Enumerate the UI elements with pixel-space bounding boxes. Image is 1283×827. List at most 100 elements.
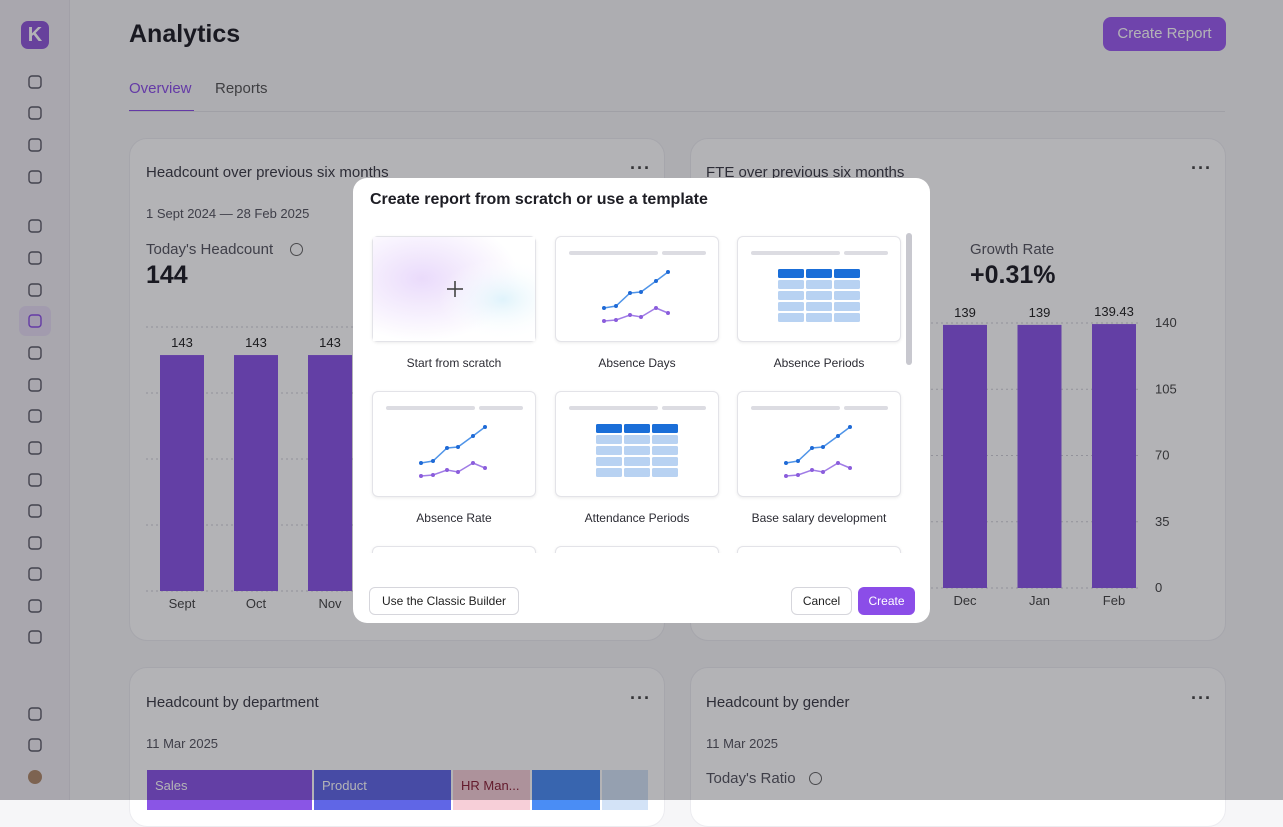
sidebar: K <box>0 0 70 800</box>
bar <box>1017 324 1062 588</box>
card-date: 11 Mar 2025 <box>146 736 219 751</box>
nav-icon[interactable] <box>28 75 42 89</box>
nav-icon[interactable] <box>28 707 42 721</box>
nav-icon[interactable] <box>28 346 42 360</box>
modal-title: Create report from scratch or use a temp… <box>370 191 708 208</box>
card-title: FTE over previous six months <box>706 164 905 181</box>
menu-dots[interactable]: ··· <box>1191 688 1212 708</box>
template-card[interactable] <box>372 236 536 342</box>
x-tick-label: Jan <box>1029 593 1050 608</box>
bar-value-label: 143 <box>171 335 193 350</box>
bar <box>308 355 352 591</box>
x-tick-label: Dec <box>953 593 977 608</box>
nav-icon[interactable] <box>28 314 42 328</box>
nav-icon[interactable] <box>28 251 42 265</box>
nav-icon[interactable] <box>28 567 42 581</box>
nav-icon[interactable] <box>28 138 42 152</box>
template-label: Absence Days <box>598 356 676 370</box>
x-tick-label: Nov <box>318 596 342 611</box>
y-tick-label: 35 <box>1155 514 1169 529</box>
template-card[interactable] <box>555 391 719 497</box>
template-label: Start from scratch <box>406 356 502 370</box>
info-icon[interactable] <box>290 243 303 256</box>
bar <box>234 355 278 591</box>
metric-label: Today's Headcount <box>146 241 274 258</box>
modal: Create report from scratch or use a temp… <box>353 178 930 623</box>
card-title: Headcount by department <box>146 694 319 711</box>
metric-value: 144 <box>146 261 188 289</box>
nav-icon[interactable] <box>28 283 42 297</box>
classic-builder-button[interactable]: Use the Classic Builder <box>369 587 519 615</box>
menu-dots[interactable]: ··· <box>1191 158 1212 178</box>
template-label: Attendance Periods <box>584 511 690 525</box>
template-label: Base salary development <box>751 511 887 525</box>
template-thumbnail <box>386 406 523 478</box>
metric-label: Today's Ratio <box>706 770 796 787</box>
menu-dots[interactable]: ··· <box>630 688 651 708</box>
tab[interactable]: Overview <box>129 80 192 97</box>
nav-icon[interactable] <box>28 219 42 233</box>
template-card[interactable] <box>372 391 536 497</box>
y-tick-label: 140 <box>1155 315 1177 330</box>
nav-icon[interactable] <box>28 170 42 184</box>
template-card[interactable] <box>737 546 901 553</box>
bar <box>943 324 987 588</box>
nav-icon[interactable] <box>28 378 42 392</box>
x-tick-label: Sept <box>169 596 196 611</box>
metric-value: +0.31% <box>970 261 1056 289</box>
template-label: Absence Periods <box>773 356 865 370</box>
active-nav-bg <box>19 306 51 336</box>
bar <box>160 355 204 591</box>
create-report-button[interactable]: Create Report <box>1103 17 1226 51</box>
template-card[interactable] <box>555 546 719 553</box>
nav-icon[interactable] <box>28 738 42 752</box>
bar-value-label: 139 <box>1029 305 1051 320</box>
template-thumbnail <box>751 251 888 322</box>
nav-icon[interactable] <box>28 599 42 613</box>
card-date: 11 Mar 2025 <box>706 736 779 751</box>
y-tick-label: 105 <box>1155 381 1177 396</box>
nav-icon[interactable] <box>28 504 42 518</box>
info-icon[interactable] <box>809 772 822 785</box>
bar-value-label: 143 <box>245 335 267 350</box>
tab[interactable]: Reports <box>215 80 268 97</box>
nav-icon[interactable] <box>28 473 42 487</box>
avatar <box>28 770 42 784</box>
template-label: Absence Rate <box>416 511 492 525</box>
template-thumbnail <box>569 406 706 477</box>
template-thumbnail <box>569 251 706 323</box>
template-card[interactable] <box>555 236 719 342</box>
template-grid: Start from scratch Absence Rate Absence Da… <box>353 230 913 553</box>
template-card[interactable] <box>737 391 901 497</box>
template-card[interactable] <box>737 236 901 342</box>
charts: 04080120160143Sept143Oct143Nov0357010514… <box>146 304 1177 611</box>
bar-value-label: 139.43 <box>1094 304 1134 319</box>
metric-label: Growth Rate <box>970 241 1055 258</box>
bar <box>1092 324 1136 588</box>
card-date: 1 Sept 2024 — 28 Feb 2025 <box>146 206 310 221</box>
card-title: Headcount by gender <box>706 694 850 711</box>
nav-icons <box>28 75 42 784</box>
logo[interactable]: K <box>21 21 49 49</box>
nav-icon[interactable] <box>28 106 42 120</box>
nav-icon[interactable] <box>28 409 42 423</box>
template-thumbnail <box>373 237 535 341</box>
menu-dots[interactable]: ··· <box>630 158 651 178</box>
scrollbar[interactable] <box>906 233 912 365</box>
x-tick-label: Oct <box>246 596 267 611</box>
page-title: Analytics <box>129 20 241 48</box>
bar-value-label: 139 <box>954 305 976 320</box>
nav-icon[interactable] <box>28 441 42 455</box>
template-thumbnail <box>751 406 888 478</box>
bar-value-label: 143 <box>319 335 341 350</box>
y-tick-label: 70 <box>1155 448 1169 463</box>
create-button[interactable]: Create <box>858 587 915 615</box>
x-tick-label: Feb <box>1103 593 1125 608</box>
tab-divider <box>129 111 1225 112</box>
template-card[interactable] <box>372 546 536 553</box>
card-title: Headcount over previous six months <box>146 164 389 181</box>
cancel-button[interactable]: Cancel <box>791 587 852 615</box>
nav-icon[interactable] <box>28 630 42 644</box>
nav-icon[interactable] <box>28 536 42 550</box>
